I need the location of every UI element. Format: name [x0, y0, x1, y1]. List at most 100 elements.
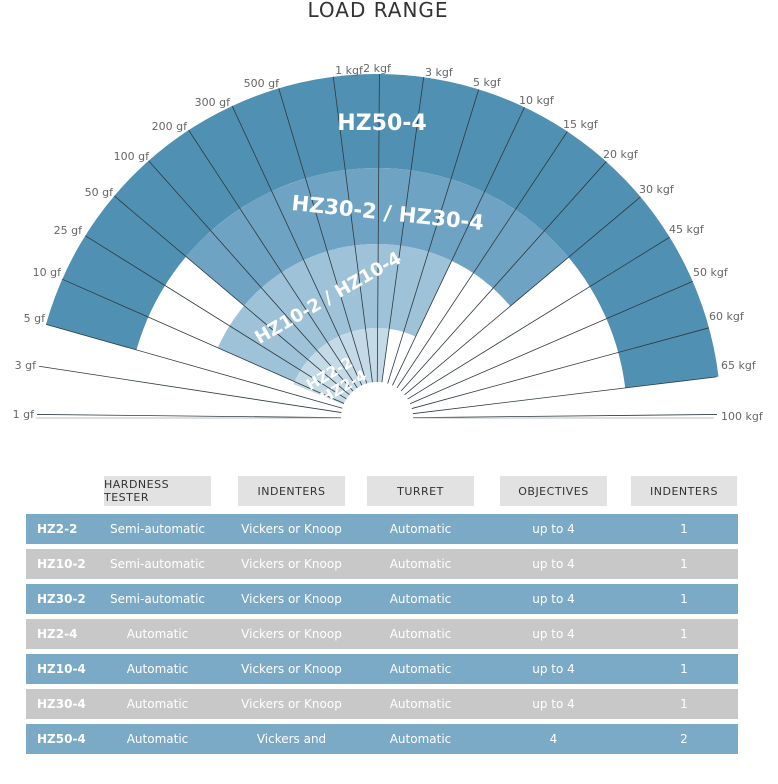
load-label: 45 kgf — [669, 223, 705, 236]
cell-count: 2 — [680, 732, 688, 746]
table-row: HZ10-4 Automatic Vickers or Knoop Automatic… — [26, 654, 738, 684]
load-label: 60 kgf — [709, 310, 745, 323]
table-row: HZ10-2 Semi-automatic Vickers or Knoop Auto… — [26, 549, 738, 579]
cell-indenters: Vickers or Knoop — [241, 627, 342, 641]
cell-turret: Automatic — [389, 627, 452, 641]
header-indenters-count: INDENTERS — [631, 476, 737, 506]
cell-indenters: Vickers or Knoop — [241, 557, 342, 571]
load-ray — [392, 107, 525, 386]
cell-tester: Automatic — [126, 662, 189, 676]
load-ray — [85, 235, 347, 400]
model-name: HZ10-2 — [37, 557, 86, 571]
cell-indenters: Vickers and Knoop — [256, 732, 327, 776]
load-label: 25 gf — [54, 224, 83, 237]
load-label: 5 kgf — [473, 76, 502, 89]
cell-count: 1 — [680, 662, 688, 676]
load-label: 10 kgf — [519, 94, 555, 107]
cell-tester: Automatic — [126, 697, 189, 711]
cell-indenters: Vickers or Knoop — [241, 592, 342, 606]
load-ray — [332, 76, 373, 383]
cell-count: 1 — [680, 697, 688, 711]
load-label: 15 kgf — [563, 118, 599, 131]
table-row: HZ30-2 Semi-automatic Vickers or Knoop Auto… — [26, 584, 738, 614]
cell-tester: Semi-automatic — [109, 557, 206, 571]
cell-tester: Semi-automatic — [109, 522, 206, 536]
load-label: 50 gf — [85, 186, 114, 199]
table-row: HZ2-2 Semi-automatic Vickers or Knoop Autom… — [26, 514, 738, 544]
load-ray — [411, 327, 710, 409]
load-ray — [400, 161, 607, 392]
load-ray — [376, 74, 380, 383]
load-label: 1 gf — [13, 408, 35, 421]
load-ray — [45, 323, 343, 409]
load-ray — [38, 365, 342, 413]
model-name: HZ30-4 — [37, 697, 86, 711]
table-row: HZ30-4 Automatic Vickers or Knoop Automatic… — [26, 689, 738, 719]
model-name: HZ2-4 — [37, 627, 78, 641]
cell-count: 1 — [680, 627, 688, 641]
cell-objectives: up to 4 — [532, 557, 575, 571]
cell-indenters: Vickers or Knoop — [241, 697, 342, 711]
cell-tester: Automatic — [126, 732, 189, 746]
load-ray — [407, 236, 670, 400]
cell-count: 1 — [680, 592, 688, 606]
load-ray — [113, 195, 350, 396]
load-ray — [231, 105, 363, 386]
load-ray — [278, 88, 368, 384]
load-ray — [381, 77, 425, 383]
model-name: HZ2-2 — [37, 522, 78, 536]
load-ray — [387, 89, 480, 384]
cell-indenters: Vickers or Knoop — [241, 522, 342, 536]
page-title: LOAD RANGE — [307, 0, 449, 22]
band-hz50-4 — [45, 73, 719, 388]
load-ray — [188, 129, 358, 389]
table-row: HZ2-4 Automatic Vickers or Knoop Automatic u… — [26, 619, 738, 649]
cell-turret: Automatic — [389, 557, 452, 571]
load-ray — [148, 160, 354, 392]
model-name: HZ50-4 — [37, 732, 86, 746]
cell-objectives: up to 4 — [532, 627, 575, 641]
cell-objectives: up to 4 — [532, 662, 575, 676]
load-label: 100 gf — [114, 150, 150, 163]
header-turret: TURRET — [367, 476, 474, 506]
cell-count: 1 — [680, 522, 688, 536]
load-ray — [412, 376, 717, 415]
load-label: 50 kgf — [693, 266, 729, 279]
load-label: 20 kgf — [603, 148, 639, 161]
cell-objectives: up to 4 — [532, 592, 575, 606]
load-label: 300 gf — [195, 96, 231, 109]
load-label: 500 gf — [244, 77, 280, 90]
load-ray — [412, 414, 717, 419]
load-label: 30 kgf — [639, 183, 675, 196]
cell-turret: Automatic — [389, 522, 452, 536]
cell-turret: Automatic — [389, 732, 452, 746]
load-label: 5 gf — [24, 312, 46, 325]
band-hz2 — [293, 328, 390, 405]
header-indenters: INDENTERS — [238, 476, 345, 506]
load-range-fan-diagram: 1 gf 3 gf 5 gf 10 gf 25 gf 50 gf 100 gf 200 gf 3… — [12, 62, 764, 423]
load-ray — [37, 414, 342, 419]
load-label: 100 kgf — [721, 410, 764, 423]
header-hardness-tester: HARDNESS TESTER — [104, 476, 211, 506]
load-label: 10 gf — [33, 266, 62, 279]
cell-objectives: up to 4 — [532, 697, 575, 711]
cell-tester: Automatic — [126, 627, 189, 641]
load-label: 3 gf — [15, 359, 37, 372]
load-ray — [409, 281, 693, 405]
cell-turret: Automatic — [389, 662, 452, 676]
table-row: HZ50-4 Automatic Vickers and Knoop Automati… — [26, 724, 738, 776]
load-label: 2 kgf — [363, 62, 392, 75]
model-name: HZ30-2 — [37, 592, 86, 606]
band-hz10 — [217, 243, 452, 382]
cell-objectives: up to 4 — [532, 522, 575, 536]
cell-tester: Semi-automatic — [109, 592, 206, 606]
load-ray — [404, 196, 641, 396]
cell-turret: Automatic — [389, 697, 452, 711]
load-ray — [396, 131, 568, 389]
load-ray — [62, 278, 345, 404]
band-label: HZ50-4 — [337, 111, 426, 136]
cell-turret: Automatic — [389, 592, 452, 606]
load-label: 3 kgf — [425, 66, 454, 79]
cell-count: 1 — [680, 557, 688, 571]
load-label: 1 kgf — [335, 64, 364, 77]
